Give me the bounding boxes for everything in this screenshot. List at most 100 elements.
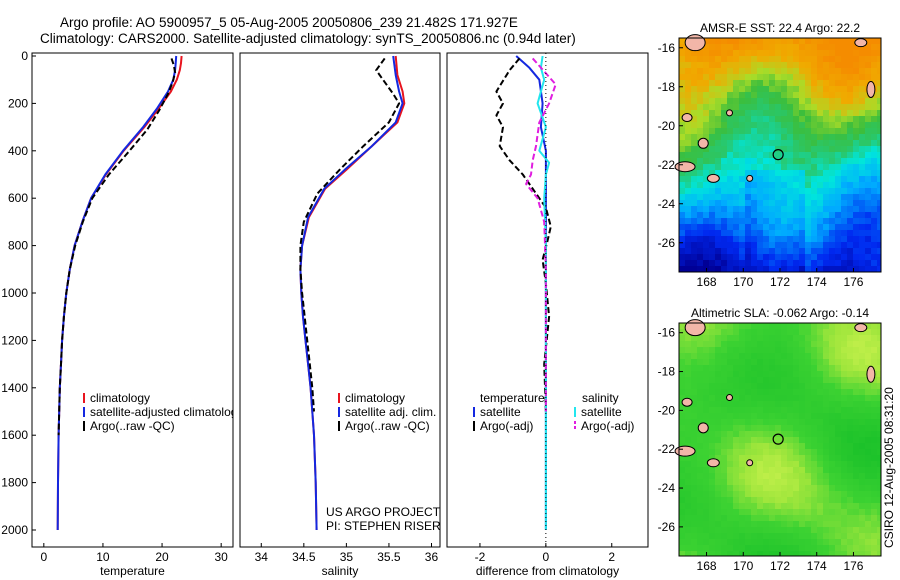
map-cell — [817, 218, 824, 225]
map-cell — [745, 68, 752, 75]
map-cell — [817, 503, 824, 510]
map-cell — [781, 194, 788, 201]
map-cell — [745, 455, 752, 462]
map-cell — [865, 200, 872, 207]
map-cell — [715, 395, 722, 402]
map-cell — [835, 62, 842, 69]
map-cell — [697, 218, 704, 225]
map-cell — [757, 146, 764, 153]
map-cell — [685, 539, 692, 546]
map-cell — [817, 206, 824, 213]
map-cell — [703, 527, 710, 534]
map-cell — [853, 335, 860, 342]
map-cell — [679, 551, 686, 557]
map-cell — [733, 389, 740, 396]
map-cell — [829, 497, 836, 504]
map-cell — [703, 455, 710, 462]
map-cell — [763, 140, 770, 147]
map-cell — [871, 248, 878, 255]
map-cell — [805, 248, 812, 255]
map-cell — [703, 497, 710, 504]
map-cell — [715, 455, 722, 462]
map-cell — [877, 329, 882, 336]
map-cell — [787, 188, 794, 195]
map-cell — [793, 122, 800, 129]
map-cell — [841, 170, 848, 177]
map-cell — [865, 74, 872, 81]
map-cell — [811, 260, 818, 267]
map-cell — [739, 377, 746, 384]
map-cell — [847, 455, 854, 462]
map-cell — [841, 182, 848, 189]
map-cell — [877, 533, 882, 540]
map-cell — [823, 224, 830, 231]
map-cell — [703, 44, 710, 51]
map-cell — [835, 473, 842, 480]
map-cell — [679, 128, 686, 135]
map-cell — [727, 44, 734, 51]
map-cell — [805, 515, 812, 522]
map-cell — [739, 365, 746, 372]
y-tick-label: -26 — [658, 236, 676, 250]
map-cell — [799, 353, 806, 360]
map-cell — [775, 503, 782, 510]
map-cell — [859, 182, 866, 189]
map-cell — [691, 80, 698, 87]
map-cell — [703, 122, 710, 129]
map-cell — [709, 230, 716, 237]
map-cell — [709, 539, 716, 546]
map-cell — [871, 44, 878, 51]
map-cell — [775, 38, 782, 45]
map-cell — [811, 44, 818, 51]
map-cell — [757, 347, 764, 354]
map-cell — [817, 539, 824, 546]
map-cell — [799, 182, 806, 189]
map-cell — [787, 545, 794, 552]
map-cell — [787, 347, 794, 354]
map-cell — [823, 230, 830, 237]
map-cell — [727, 182, 734, 189]
map-cell — [751, 413, 758, 420]
map-cell — [775, 224, 782, 231]
x-tick-label: 176 — [843, 559, 863, 573]
map-cell — [853, 146, 860, 153]
map-cell — [721, 503, 728, 510]
map-cell — [835, 539, 842, 546]
map-cell — [835, 503, 842, 510]
map-cell — [721, 527, 728, 534]
map-cell — [739, 545, 746, 552]
map-cell — [859, 212, 866, 219]
map-cell — [727, 365, 734, 372]
map-cell — [859, 545, 866, 552]
map-cell — [721, 140, 728, 147]
map-cell — [769, 242, 776, 249]
map-cell — [745, 128, 752, 135]
map-cell — [763, 377, 770, 384]
map-cell — [733, 443, 740, 450]
map-cell — [811, 407, 818, 414]
map-cell — [847, 407, 854, 414]
map-cell — [877, 158, 882, 165]
map-cell — [823, 497, 830, 504]
map-cell — [841, 365, 848, 372]
map-cell — [727, 242, 734, 249]
map-cell — [775, 110, 782, 117]
map-cell — [763, 485, 770, 492]
map-cell — [751, 551, 758, 557]
map-cell — [841, 200, 848, 207]
map-cell — [691, 176, 698, 183]
map-cell — [829, 110, 836, 117]
map-cell — [721, 146, 728, 153]
map-cell — [763, 62, 770, 69]
map-cell — [841, 473, 848, 480]
map-cell — [865, 50, 872, 57]
map-cell — [853, 473, 860, 480]
map-cell — [799, 110, 806, 117]
island-shape — [726, 394, 733, 402]
map-cell — [763, 200, 770, 207]
map-cell — [745, 503, 752, 510]
map-cell — [745, 383, 752, 390]
map-cell — [787, 359, 794, 366]
map-cell — [721, 377, 728, 384]
map-cell — [727, 56, 734, 63]
